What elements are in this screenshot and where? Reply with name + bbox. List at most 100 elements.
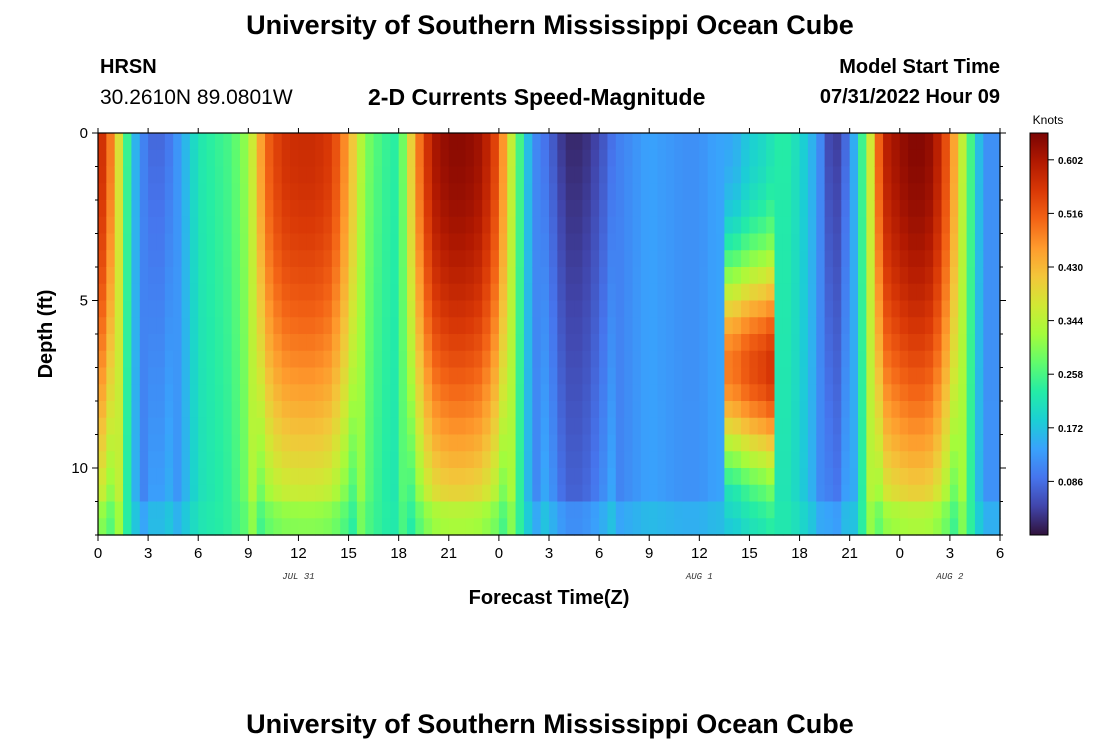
heatmap-cell (774, 267, 784, 285)
heatmap-cell (432, 250, 442, 268)
heatmap-cell (549, 468, 558, 486)
heatmap-cell (507, 501, 517, 519)
heatmap-cell (657, 183, 667, 201)
page-title: University of Southern Mississippi Ocean… (246, 10, 854, 40)
heatmap-cell (189, 501, 199, 519)
heatmap-cell (607, 451, 617, 469)
heatmap-cell (98, 417, 107, 436)
heatmap-cell (707, 451, 717, 469)
heatmap-cell (766, 384, 776, 402)
heatmap-cell (407, 367, 416, 385)
heatmap-cell (415, 233, 425, 251)
heatmap-cell (206, 283, 216, 302)
heatmap-cell (557, 200, 567, 218)
heatmap-cell (482, 149, 492, 168)
heatmap-cell (465, 283, 475, 302)
heatmap-cell (381, 401, 391, 419)
heatmap-cell (331, 300, 341, 318)
heatmap-cell (348, 233, 358, 251)
heatmap-cell (816, 250, 826, 268)
heatmap-cell (139, 384, 149, 402)
heatmap-cell (958, 200, 968, 218)
heatmap-cell (131, 166, 141, 184)
heatmap-cell (265, 267, 274, 285)
heatmap-cell (298, 434, 308, 452)
heatmap-cell (131, 501, 141, 519)
heatmap-cell (590, 384, 600, 402)
heatmap-cell (473, 401, 483, 419)
heatmap-cell (490, 484, 500, 503)
heatmap-cell (181, 250, 191, 268)
heatmap-cell (590, 434, 600, 452)
heatmap-cell (674, 200, 684, 218)
heatmap-cell (565, 300, 575, 318)
heatmap-cell (164, 468, 174, 486)
heatmap-cell (983, 317, 993, 335)
heatmap-cell (139, 451, 149, 469)
heatmap-cell (791, 300, 801, 318)
heatmap-cell (665, 216, 675, 235)
heatmap-cell (557, 233, 567, 251)
heatmap-cell (983, 166, 993, 184)
heatmap-cell (874, 384, 884, 402)
heatmap-cell (874, 133, 884, 151)
heatmap-cell (741, 250, 751, 268)
heatmap-cell (690, 166, 700, 184)
heatmap-cell (473, 300, 483, 318)
heatmap-cell (916, 350, 926, 369)
heatmap-cell (866, 401, 876, 419)
heatmap-cell (407, 183, 416, 201)
heatmap-cell (106, 300, 116, 318)
heatmap-cell (824, 250, 834, 268)
heatmap-cell (239, 468, 249, 486)
heatmap-cell (674, 501, 684, 519)
heatmap-cell (983, 451, 993, 469)
heatmap-cell (415, 216, 425, 235)
heatmap-cell (674, 451, 684, 469)
heatmap-cell (123, 367, 133, 385)
heatmap-cell (699, 233, 709, 251)
heatmap-cell (331, 417, 341, 436)
heatmap-cell (340, 166, 350, 184)
heatmap-cell (557, 283, 567, 302)
heatmap-cell (565, 451, 575, 469)
heatmap-cell (223, 233, 233, 251)
heatmap-cell (565, 183, 575, 201)
heatmap-cell (432, 468, 442, 486)
heatmap-cell (173, 501, 183, 519)
heatmap-cell (248, 283, 258, 302)
heatmap-cell (164, 367, 174, 385)
heatmap-cell (799, 384, 809, 402)
heatmap-cell (315, 451, 325, 469)
heatmap-cell (716, 451, 725, 469)
heatmap-cell (498, 267, 508, 285)
heatmap-cell (123, 300, 133, 318)
heatmap-cell (423, 233, 433, 251)
heatmap-cell (239, 233, 249, 251)
heatmap-cell (214, 267, 224, 285)
heatmap-cell (749, 317, 759, 335)
heatmap-cell (966, 451, 976, 469)
heatmap-cell (423, 451, 433, 469)
heatmap-cell (482, 434, 492, 452)
heatmap-cell (615, 133, 625, 151)
heatmap-cell (457, 434, 467, 452)
heatmap-cell (206, 334, 216, 352)
heatmap-cell (624, 300, 634, 318)
heatmap-cell (239, 250, 249, 268)
heatmap-cell (465, 267, 475, 285)
heatmap-cell (465, 518, 475, 536)
heatmap-cell (448, 401, 458, 419)
heatmap-cell (716, 250, 725, 268)
heatmap-cell (181, 233, 191, 251)
heatmap-cell (958, 133, 968, 151)
heatmap-cell (340, 283, 350, 302)
heatmap-cell (807, 149, 817, 168)
heatmap-cell (448, 216, 458, 235)
heatmap-cell (949, 384, 959, 402)
heatmap-cell (331, 317, 341, 335)
heatmap-cell (523, 250, 533, 268)
heatmap-cell (265, 133, 274, 151)
heatmap-cell (523, 216, 533, 235)
heatmap-cell (807, 417, 817, 436)
